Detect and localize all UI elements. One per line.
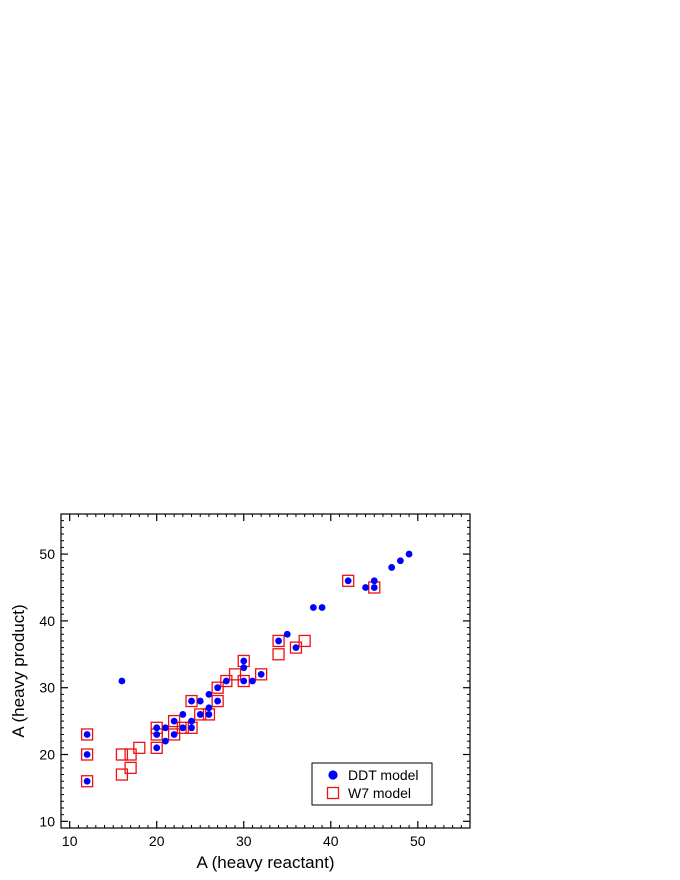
x-tick-label: 50 — [410, 833, 426, 849]
y-tick-label: 40 — [39, 613, 55, 629]
w7-point — [228, 668, 242, 681]
ddt-point — [275, 637, 282, 645]
ddt-point — [240, 677, 248, 685]
ddt-point — [240, 657, 248, 665]
x-tick-label: 40 — [323, 833, 339, 849]
ddt-point — [205, 711, 213, 718]
w7-point — [342, 574, 355, 587]
ddt-point — [292, 644, 300, 652]
ddt-point — [188, 717, 195, 725]
w7-point — [124, 761, 137, 775]
x-tick-label: 20 — [149, 833, 165, 849]
legend-label-w7: W7 model — [348, 785, 411, 801]
w7-point — [115, 748, 129, 761]
legend-marker-ddt — [328, 770, 338, 780]
w7-point — [272, 648, 285, 661]
ddt-point — [214, 697, 222, 705]
ddt-point — [405, 550, 413, 558]
ddt-point — [318, 604, 326, 611]
w7-point — [211, 681, 224, 694]
w7-point — [167, 714, 181, 728]
ddt-point — [396, 557, 404, 565]
ddt-point — [222, 677, 230, 685]
ddt-point — [170, 717, 178, 725]
plot-area — [60, 513, 471, 829]
y-tick-label: 50 — [39, 546, 55, 562]
ddt-point — [118, 677, 126, 685]
w7-point — [220, 674, 233, 688]
ddt-point — [83, 751, 91, 758]
ddt-point — [344, 577, 352, 585]
w7-point — [272, 634, 285, 648]
ddt-point — [188, 724, 195, 732]
x-tick-labels: 10 20 30 40 50 — [62, 833, 426, 849]
ddt-point — [162, 724, 169, 732]
ddt-point — [214, 684, 222, 692]
ddt-point — [388, 564, 396, 571]
ddt-point — [162, 737, 169, 745]
ddt-point — [309, 604, 317, 611]
legend: DDT model W7 model — [311, 762, 433, 806]
w7-point — [115, 768, 129, 781]
w7-point — [150, 741, 163, 754]
ddt-point — [153, 724, 161, 732]
w7-point — [133, 741, 146, 754]
minor-ticks — [60, 513, 471, 829]
ddt-point — [205, 690, 213, 698]
ddt-point — [153, 731, 161, 738]
ddt-point — [257, 670, 265, 678]
legend-marker-w7 — [326, 786, 340, 800]
x-axis-label: A (heavy reactant) — [197, 853, 335, 872]
w7-point — [124, 748, 137, 761]
ddt-point — [83, 731, 91, 738]
w7-point — [80, 775, 94, 788]
x-tick-label: 30 — [236, 833, 252, 849]
ddt-point — [370, 584, 378, 591]
y-tick-label: 20 — [39, 747, 55, 763]
ddt-point — [205, 704, 213, 712]
y-tick-labels: 10 20 30 40 50 — [39, 546, 55, 829]
w7-point — [254, 668, 268, 681]
w7-point — [298, 634, 311, 648]
ddt-point — [240, 664, 248, 672]
ddt-point — [249, 677, 256, 685]
ddt-point — [179, 711, 187, 718]
major-ticks — [61, 514, 470, 828]
ddt-point — [170, 731, 178, 738]
ddt-point — [370, 577, 378, 585]
y-axis-label: A (heavy product) — [9, 604, 28, 737]
ddt-point — [362, 584, 369, 591]
ddt-point — [179, 724, 187, 732]
ddt-point — [83, 777, 91, 785]
ddt-point — [153, 744, 161, 752]
ddt-point — [196, 697, 204, 705]
w7-point — [80, 748, 94, 761]
w7-point — [289, 641, 303, 654]
w7-point — [80, 728, 94, 741]
ddt-point — [196, 711, 204, 718]
legend-label-ddt: DDT model — [348, 767, 419, 783]
x-tick-label: 10 — [62, 833, 78, 849]
y-tick-label: 10 — [39, 813, 55, 829]
data-points — [80, 550, 413, 788]
w7-point — [167, 728, 181, 741]
w7-point — [211, 694, 224, 708]
y-tick-label: 30 — [39, 680, 55, 696]
ddt-point — [188, 697, 195, 705]
ddt-point — [283, 630, 291, 638]
